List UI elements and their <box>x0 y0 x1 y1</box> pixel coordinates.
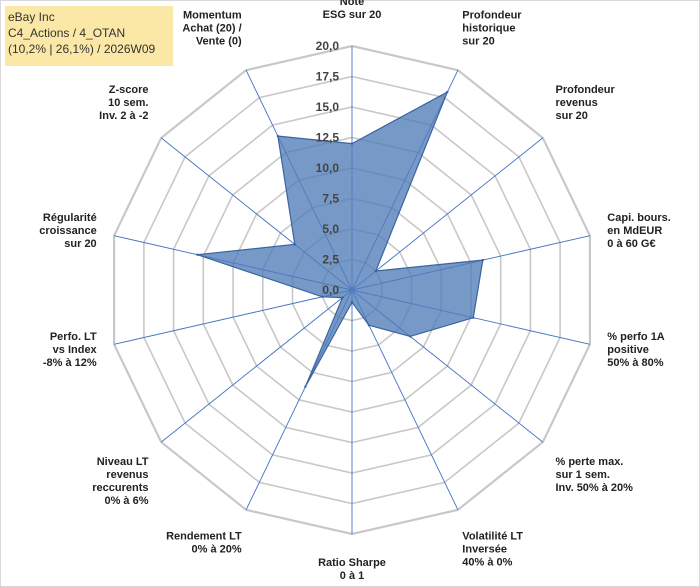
axis-label: Régularité croissance sur 20 <box>39 212 96 250</box>
data-point <box>481 258 484 262</box>
data-point <box>446 90 449 94</box>
tick-label: 7,5 <box>322 192 339 206</box>
tick-label: 20,0 <box>316 39 340 53</box>
axis-label: % perte max. sur 1 sem. Inv. 50% à 20% <box>556 456 634 494</box>
data-point <box>367 324 371 327</box>
axis-spoke <box>351 289 459 510</box>
axis-label: Note ESG sur 20 <box>323 0 382 21</box>
axis-label: Profondeur revenus sur 20 <box>556 84 616 122</box>
axis-label: % perfo 1A positive 50% à 80% <box>607 331 665 369</box>
data-point <box>321 295 324 298</box>
axis-spoke <box>160 289 353 443</box>
axis-spoke <box>351 137 544 291</box>
title-line-stats: (10,2% | 26,1%) / 2026W09 <box>8 42 156 56</box>
data-point <box>304 385 307 388</box>
data-point <box>293 243 296 246</box>
axis-label: Profondeur historique sur 20 <box>462 10 522 48</box>
axis-label: Rendement LT 0% à 20% <box>166 531 242 556</box>
axis-label: Z-score 10 sem. Inv. 2 à -2 <box>99 84 148 122</box>
axis-label: Ratio Sharpe 0 à 1 <box>318 557 386 582</box>
tick-label: 5,0 <box>322 222 339 236</box>
data-point <box>350 142 354 145</box>
axis-label: Volatilité LT Inversée 40% à 0% <box>462 531 523 569</box>
tick-label: 10,0 <box>316 161 340 175</box>
data-point <box>276 134 280 138</box>
data-point <box>374 269 377 273</box>
data-point <box>350 301 354 304</box>
title-box: eBay Inc C4_Actions / 4_OTAN (10,2% | 26… <box>5 6 173 66</box>
axis-spoke <box>113 289 353 345</box>
axis-label: Momentum Achat (20) / Vente (0) <box>182 10 242 48</box>
tick-label: 0,0 <box>322 283 339 297</box>
tick-label: 12,5 <box>316 131 340 145</box>
data-series-area <box>197 90 484 387</box>
axis-label: Capi. bours. en MdEUR 0 à 60 G€ <box>607 212 671 250</box>
axis-label: Perfo. LT vs Index -8% à 12% <box>43 331 98 369</box>
axis-label: Niveau LT revenus reccurents 0% à 6% <box>92 456 149 507</box>
tick-label: 17,5 <box>316 70 340 84</box>
title-line-category: C4_Actions / 4_OTAN <box>8 26 126 40</box>
tick-label: 2,5 <box>322 253 339 267</box>
tick-label: 15,0 <box>316 100 340 114</box>
data-point <box>409 335 412 338</box>
data-point <box>196 253 199 256</box>
title-line-company: eBay Inc <box>8 10 55 24</box>
data-point <box>341 296 344 299</box>
data-point <box>472 316 475 319</box>
